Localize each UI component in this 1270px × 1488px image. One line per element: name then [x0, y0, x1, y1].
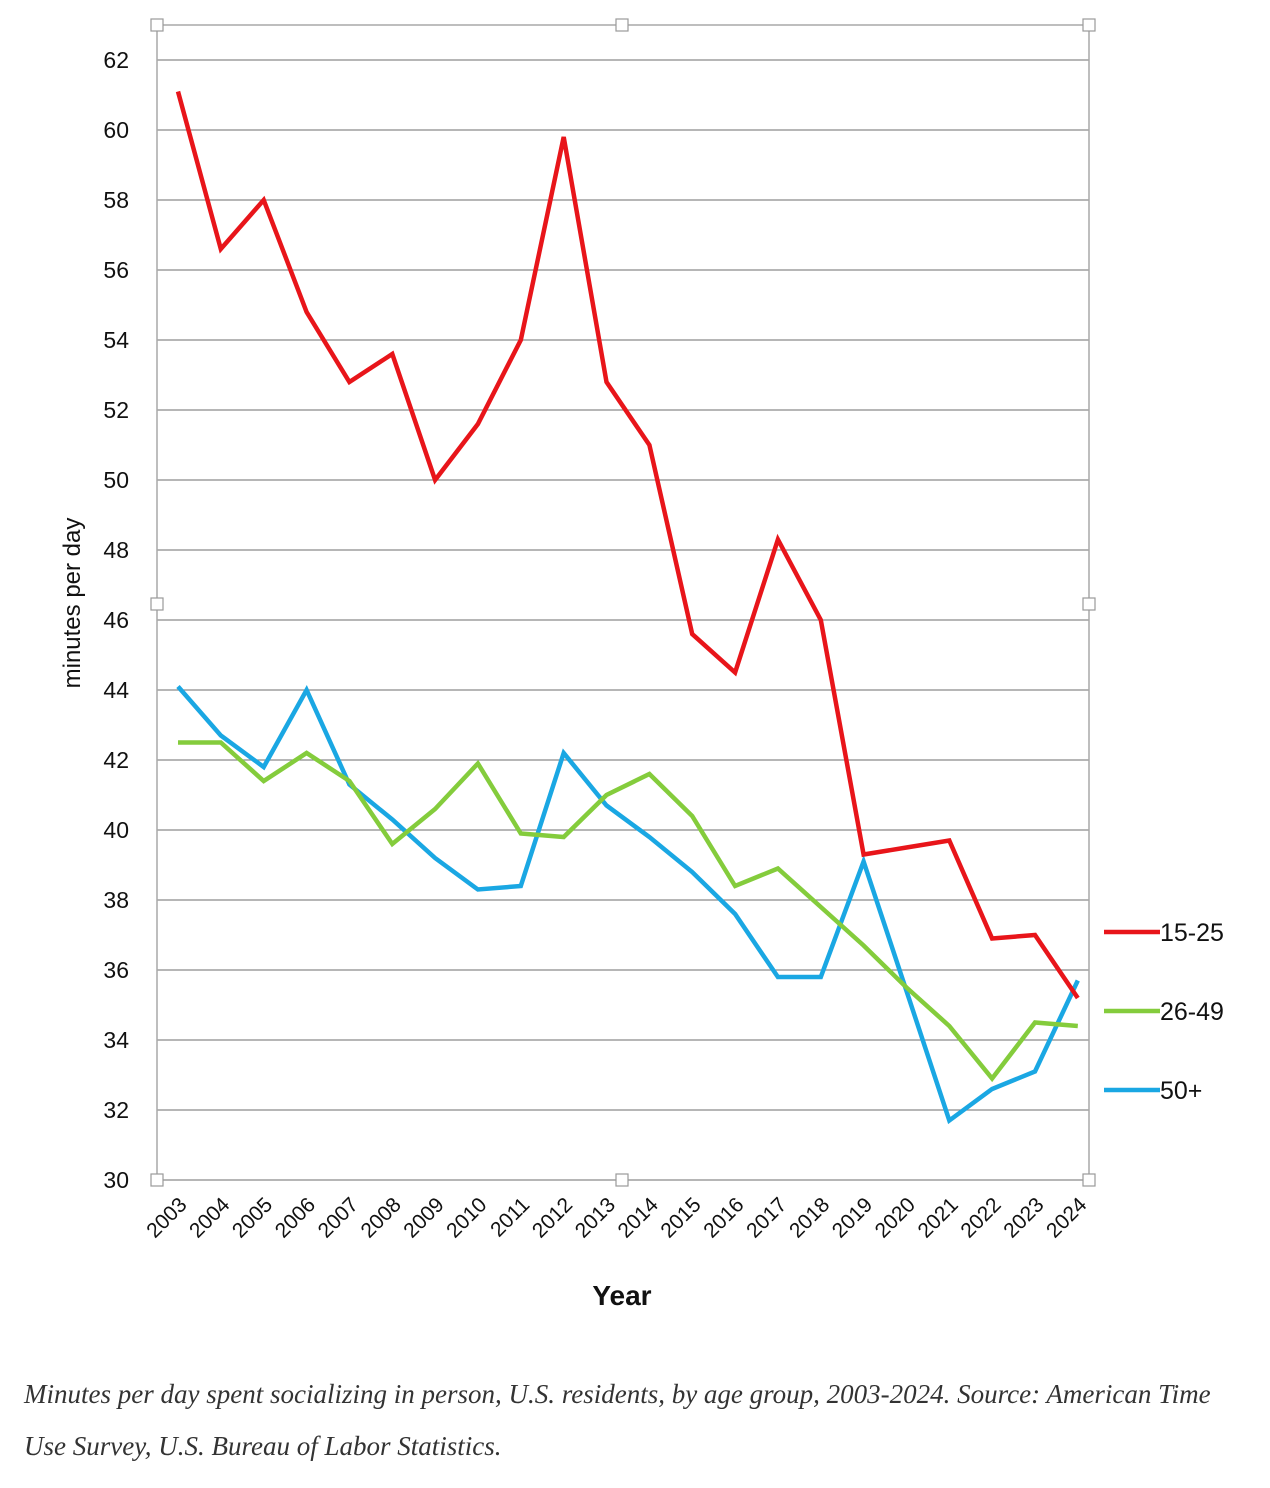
- x-axis-title: Year: [592, 1280, 651, 1311]
- legend-label: 15-25: [1160, 919, 1224, 947]
- y-tick-label: 58: [103, 187, 129, 213]
- x-tick-label: 2022: [956, 1193, 1005, 1242]
- x-tick-label: 2019: [828, 1193, 877, 1242]
- y-tick-label: 48: [103, 537, 129, 563]
- y-tick-label: 46: [103, 607, 129, 633]
- y-tick-label: 52: [103, 397, 129, 423]
- x-tick-label: 2023: [999, 1193, 1048, 1242]
- gridlines: [157, 59, 1089, 1181]
- x-tick-label: 2007: [314, 1193, 363, 1242]
- selection-handle[interactable]: [1082, 1173, 1096, 1187]
- y-tick-label: 36: [103, 957, 129, 983]
- x-tick-label: 2010: [442, 1193, 491, 1242]
- x-tick-label: 2021: [914, 1193, 963, 1242]
- selection-handle[interactable]: [1082, 597, 1096, 611]
- selection-handle[interactable]: [615, 18, 629, 32]
- x-tick-label: 2016: [699, 1193, 748, 1242]
- y-tick-label: 32: [103, 1097, 129, 1123]
- x-tick-label: 2012: [528, 1193, 577, 1242]
- y-tick-label: 38: [103, 887, 129, 913]
- x-tick-label: 2014: [614, 1193, 664, 1243]
- y-tick-label: 42: [103, 747, 129, 773]
- x-tick-label: 2005: [228, 1193, 277, 1242]
- plot-frame: [150, 18, 1096, 1187]
- legend-label: 26-49: [1160, 998, 1224, 1026]
- y-tick-label: 44: [103, 677, 129, 703]
- x-tick-label: 2011: [486, 1193, 534, 1241]
- y-tick-label: 54: [103, 327, 129, 353]
- series-lines: [175, 90, 1080, 1125]
- x-tick-label: 2018: [785, 1193, 834, 1242]
- x-tick-labels: 2003200420052006200720082009201020112012…: [142, 1193, 1091, 1243]
- x-tick-label: 2017: [742, 1193, 791, 1242]
- x-tick-label: 2008: [356, 1193, 405, 1242]
- y-tick-label: 30: [103, 1167, 129, 1193]
- selection-handle[interactable]: [150, 1173, 164, 1187]
- y-tick-label: 56: [103, 257, 129, 283]
- x-tick-label: 2004: [185, 1193, 235, 1243]
- legend: 15-25 26-49 50+: [1104, 919, 1224, 1105]
- selection-handle[interactable]: [150, 597, 164, 611]
- selection-handle[interactable]: [1082, 18, 1096, 32]
- selection-handle[interactable]: [150, 18, 164, 32]
- x-tick-label: 2013: [571, 1193, 620, 1242]
- y-tick-label: 62: [103, 47, 129, 73]
- plot-border: [156, 24, 1090, 1181]
- x-tick-label: 2024: [1042, 1193, 1092, 1243]
- figure-caption: Minutes per day spent socializing in per…: [24, 1379, 1211, 1461]
- series-line-15-25: [175, 90, 1080, 1000]
- series-line-50+: [176, 685, 1080, 1125]
- x-tick-label: 2009: [399, 1193, 448, 1242]
- x-tick-label: 2020: [871, 1193, 920, 1242]
- x-tick-label: 2006: [271, 1193, 320, 1242]
- x-tick-label: 2015: [656, 1193, 705, 1242]
- y-tick-label: 34: [103, 1027, 129, 1053]
- y-tick-label: 60: [103, 117, 129, 143]
- legend-label: 50+: [1160, 1077, 1202, 1105]
- y-axis-title: minutes per day: [59, 518, 86, 689]
- selection-handle[interactable]: [615, 1173, 629, 1187]
- y-tick-label: 50: [103, 467, 129, 493]
- y-tick-label: 40: [103, 817, 129, 843]
- series-line-26-49: [178, 740, 1078, 1083]
- y-tick-labels: 30 32 34 36 38 40 42 44 46 48 50 52 54 56 58 60 62: [103, 47, 129, 1193]
- x-tick-label: 2003: [142, 1193, 191, 1242]
